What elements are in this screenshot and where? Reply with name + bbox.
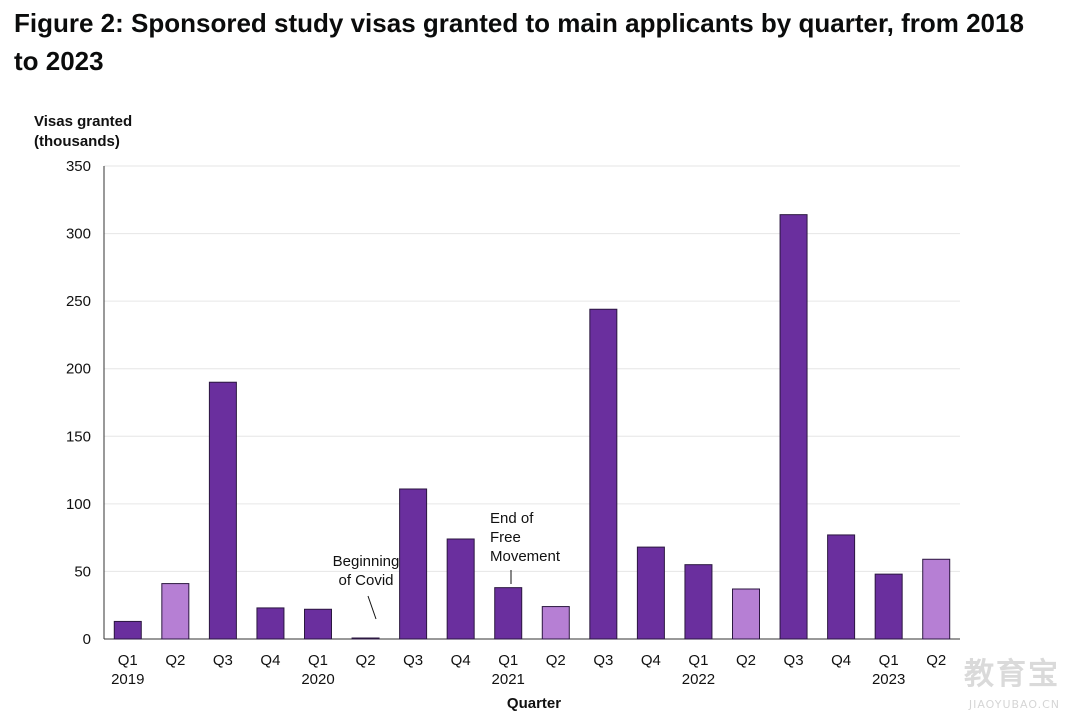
x-tick-label: Q1 — [879, 652, 899, 669]
x-year-label: 2022 — [682, 671, 715, 688]
bar — [922, 558, 951, 640]
y-axis-label: (thousands) — [34, 133, 120, 150]
x-axis-label: Quarter — [507, 695, 561, 712]
y-tick-label: 100 — [66, 496, 91, 513]
y-axis-label: Visas granted — [34, 113, 132, 130]
x-tick-label: Q2 — [926, 652, 946, 669]
bar — [779, 214, 808, 640]
y-tick-label: 250 — [66, 293, 91, 310]
chart-title: Figure 2: Sponsored study visas granted … — [14, 8, 1024, 76]
bar — [827, 534, 856, 640]
annotation-text: Movement — [490, 548, 561, 565]
watermark-logo: 教育宝 — [964, 657, 1060, 692]
x-tick-label: Q1 — [118, 652, 138, 669]
bar — [732, 588, 760, 640]
annotation-text: of Covid — [338, 572, 393, 589]
bar — [541, 606, 570, 640]
x-tick-label: Q1 — [498, 652, 518, 669]
annotation-leader-line — [367, 595, 377, 620]
bar — [351, 637, 380, 640]
annotation-text: Free — [490, 529, 521, 546]
x-year-label: 2019 — [111, 671, 144, 688]
bar — [304, 608, 332, 640]
x-tick-label: Q2 — [736, 652, 756, 669]
bar — [113, 620, 142, 640]
x-tick-label: Q2 — [356, 652, 376, 669]
y-tick-label: 200 — [66, 361, 91, 378]
x-tick-label: Q3 — [593, 652, 613, 669]
x-tick-label: Q4 — [641, 652, 661, 669]
bar — [446, 538, 475, 640]
bar — [256, 607, 285, 640]
annotation-text: End of — [490, 510, 534, 527]
x-year-label: 2020 — [301, 671, 334, 688]
x-tick-label: Q4 — [260, 652, 280, 669]
y-tick-label: 300 — [66, 226, 91, 243]
annotation-text: Beginning — [333, 553, 400, 570]
x-tick-label: Q4 — [451, 652, 471, 669]
x-tick-label: Q2 — [546, 652, 566, 669]
y-tick-label: 0 — [83, 631, 91, 648]
x-year-label: 2023 — [872, 671, 905, 688]
bar — [208, 381, 237, 640]
y-tick-label: 50 — [74, 563, 91, 580]
bar — [494, 587, 523, 640]
x-tick-label: Q3 — [403, 652, 423, 669]
x-tick-label: Q1 — [308, 652, 328, 669]
x-tick-label: Q2 — [165, 652, 185, 669]
y-tick-label: 150 — [66, 428, 91, 445]
x-tick-label: Q3 — [213, 652, 233, 669]
y-tick-label: 350 — [66, 158, 91, 175]
bar — [684, 564, 713, 640]
bar — [636, 546, 665, 640]
x-tick-label: Q4 — [831, 652, 851, 669]
bar — [589, 308, 618, 640]
x-tick-label: Q3 — [784, 652, 804, 669]
bar — [161, 583, 190, 640]
watermark-url: JIAOYUBAO.CN — [968, 698, 1060, 711]
x-tick-label: Q1 — [688, 652, 708, 669]
bar — [399, 488, 428, 640]
x-year-label: 2021 — [492, 671, 525, 688]
bar — [874, 573, 903, 640]
